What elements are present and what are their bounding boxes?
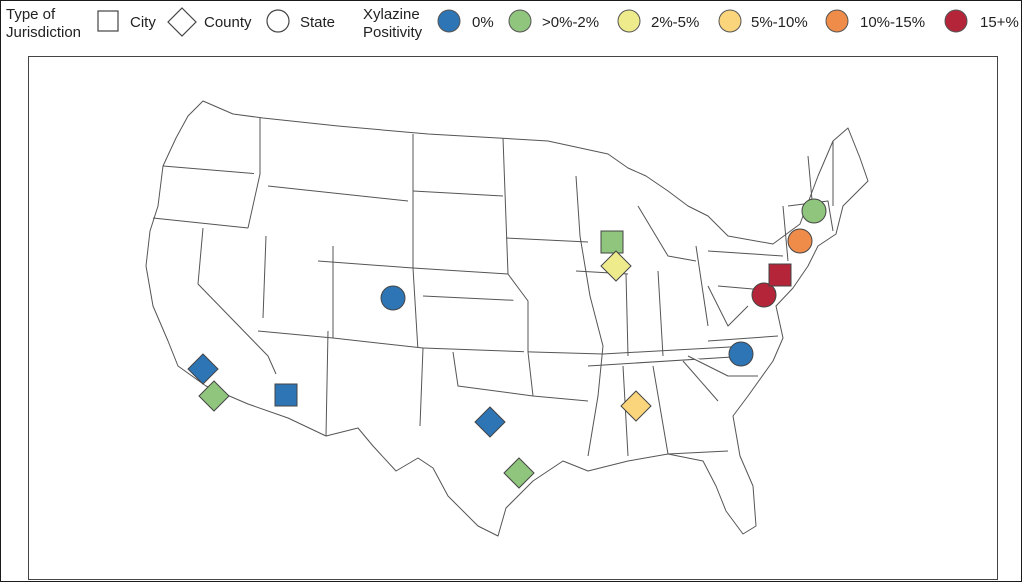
positivity-bin-swatch-icon [508,9,532,33]
state-marker [728,341,754,367]
state-marker [787,228,813,254]
city-marker [274,383,298,407]
boundary-wa-or [162,165,261,175]
boundary-in-oh [657,270,664,357]
boundary-az-nm [325,330,329,437]
positivity-legend-title-line1: Xylazine [363,6,420,23]
county-marker [187,353,219,385]
state-circle-icon [266,9,290,33]
positivity-bin-label: 15+% [980,14,1019,31]
boundary-ne-ks [422,295,529,302]
boundary-pa-ny [707,250,784,257]
boundary-ok-tx [452,351,534,397]
state-marker [380,285,406,311]
city-marker [600,230,624,254]
jurisdiction-markers [187,198,827,489]
positivity-bin-label: 10%-15% [860,14,926,31]
jurisdiction-legend-title-line1: Type of [6,6,56,23]
boundary-id-west [247,118,261,229]
county-marker [600,250,632,282]
boundary-dakotas [412,190,504,197]
boundary-wv [707,285,749,327]
positivity-bin-swatch-icon [437,9,461,33]
state-outlines [145,100,869,537]
boundary-nc-sc [687,355,758,377]
positivity-bin-swatch-icon [617,9,641,33]
boundary-ia-mo [507,273,534,397]
boundary-mn-west [502,137,509,275]
boundary-wy-south [317,260,414,269]
boundary-tn-south [587,355,749,367]
positivity-bin-swatch-icon [718,9,742,33]
city-legend-label: City [130,14,156,31]
boundary-il-in [625,273,629,357]
boundary-mississippi [575,175,604,457]
positivity-bin-label: >0%-2% [542,14,600,31]
boundary-fl-panhandle [667,450,729,455]
boundary-or-ca [152,217,249,229]
state-legend-label: State [300,14,336,31]
positivity-bin-swatch-icon [825,9,849,33]
boundary-mn-ia [505,237,589,243]
boundary-ks-ok [422,347,534,353]
boundary-ky-tn [602,345,749,355]
boundary-co-east [412,267,419,352]
positivity-bin-label: 2%-5% [651,14,700,31]
county-diamond-icon [167,7,197,37]
positivity-legend-title-line2: Positivity [363,24,423,41]
boundary-nv-ca [197,227,277,375]
boundary-al-ga [652,365,669,455]
county-legend-label: County [204,14,252,31]
jurisdiction-legend-title-line2: Jurisdiction [6,24,82,41]
state-marker [751,282,777,308]
county-marker [198,380,230,412]
boundary-nv-ut [262,235,267,319]
us-map [145,100,869,537]
state-marker [801,198,827,224]
county-marker [474,406,506,438]
boundary-ny-ne [782,205,789,262]
boundary-va-nc [707,335,779,342]
city-square-icon [97,10,119,32]
boundary-ga-sc [682,360,719,402]
legend: Type of Jurisdiction City County State X… [0,0,1024,48]
positivity-bin-label: 0% [472,14,494,31]
county-marker [503,457,535,489]
city-marker [768,263,792,287]
boundary-mi [637,205,697,262]
boundary-mo-ar [532,351,604,355]
boundary-oh-pa [695,245,709,327]
positivity-bin-label: 5%-10% [751,14,808,31]
boundary-mt-wy [267,185,409,202]
boundary-az-north [257,330,334,339]
positivity-bin-swatch-icon [944,9,968,33]
boundary-sd-ne [412,267,509,275]
boundary-ar-la [532,395,589,402]
county-marker [620,390,652,422]
